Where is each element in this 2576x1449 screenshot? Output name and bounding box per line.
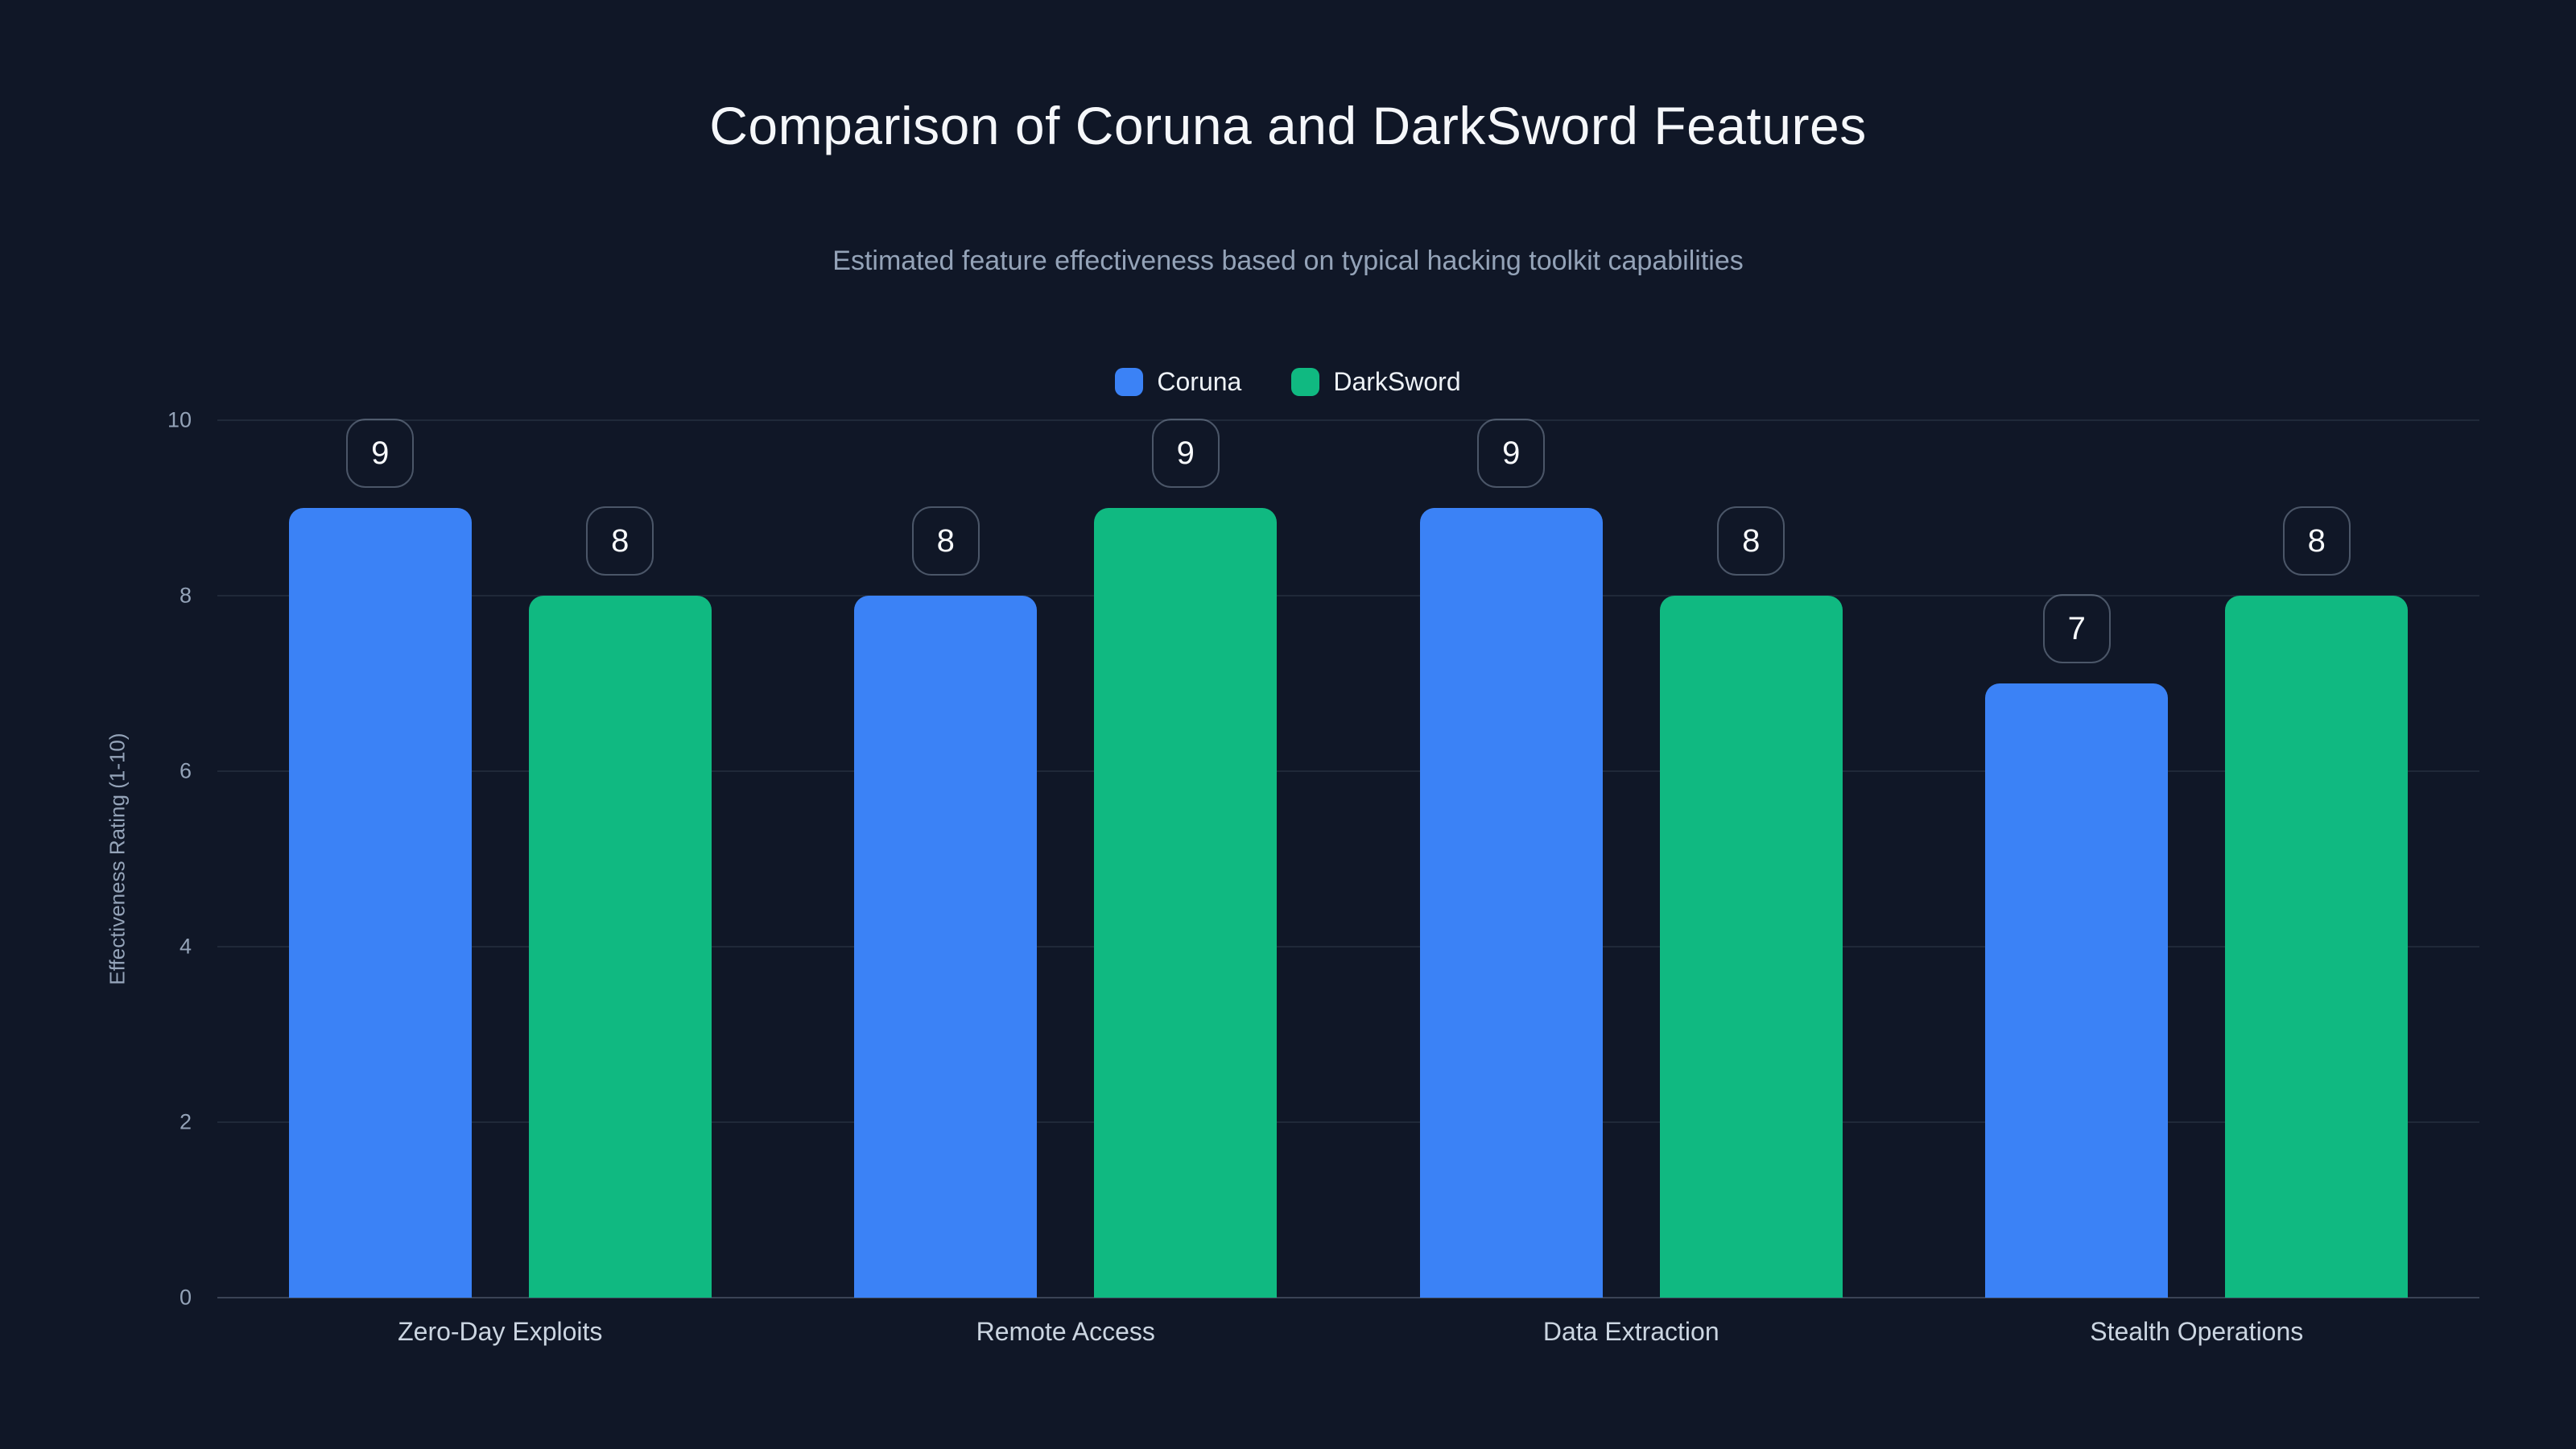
bar-darksword-stealth-operations[interactable] xyxy=(2225,596,2409,1298)
y-tick-label-6: 6 xyxy=(179,758,192,783)
legend-swatch-darksword xyxy=(1291,368,1320,396)
x-label-stealth-operations: Stealth Operations xyxy=(2090,1317,2304,1346)
chart-subtitle: Estimated feature effectiveness based on… xyxy=(832,246,1744,276)
value-label-darksword-zero-day-exploits: 8 xyxy=(586,506,654,576)
bar-coruna-zero-day-exploits[interactable] xyxy=(288,508,472,1298)
bar-darksword-remote-access[interactable] xyxy=(1094,508,1278,1298)
y-tick-label-8: 8 xyxy=(179,583,192,608)
x-label-remote-access: Remote Access xyxy=(976,1317,1155,1346)
bar-coruna-remote-access[interactable] xyxy=(854,596,1038,1298)
gridline-y-6 xyxy=(217,770,2479,772)
y-tick-label-4: 4 xyxy=(179,934,192,959)
legend-label-darksword: DarkSword xyxy=(1333,367,1461,396)
gridline-y-0 xyxy=(217,1297,2479,1298)
value-label-darksword-stealth-operations: 8 xyxy=(2282,506,2351,576)
value-label-coruna-zero-day-exploits: 9 xyxy=(346,419,415,488)
gridline-y-10 xyxy=(217,419,2479,421)
y-tick-label-2: 2 xyxy=(179,1109,192,1134)
value-label-coruna-data-extraction: 9 xyxy=(1477,419,1546,488)
bar-darksword-zero-day-exploits[interactable] xyxy=(528,596,712,1298)
legend: Coruna DarkSword xyxy=(0,367,2576,397)
bar-darksword-data-extraction[interactable] xyxy=(1659,596,1843,1298)
legend-label-coruna: Coruna xyxy=(1157,367,1242,396)
y-tick-label-10: 10 xyxy=(167,407,192,432)
chart-title: Comparison of Coruna and DarkSword Featu… xyxy=(709,96,1867,155)
legend-item-coruna[interactable]: Coruna xyxy=(1115,367,1241,397)
gridline-y-4 xyxy=(217,946,2479,947)
y-tick-label-0: 0 xyxy=(179,1285,192,1310)
x-label-zero-day-exploits: Zero-Day Exploits xyxy=(398,1317,603,1346)
bar-coruna-data-extraction[interactable] xyxy=(1419,508,1603,1298)
bar-coruna-stealth-operations[interactable] xyxy=(1985,683,2169,1298)
value-label-coruna-stealth-operations: 7 xyxy=(2042,594,2111,663)
gridline-y-2 xyxy=(217,1121,2479,1123)
x-label-data-extraction: Data Extraction xyxy=(1542,1317,1719,1346)
legend-item-darksword[interactable]: DarkSword xyxy=(1291,367,1461,397)
value-label-darksword-data-extraction: 8 xyxy=(1717,506,1785,576)
value-label-darksword-remote-access: 9 xyxy=(1151,419,1220,488)
value-label-coruna-remote-access: 8 xyxy=(911,506,980,576)
legend-swatch-coruna xyxy=(1115,368,1144,396)
gridline-y-8 xyxy=(217,595,2479,597)
